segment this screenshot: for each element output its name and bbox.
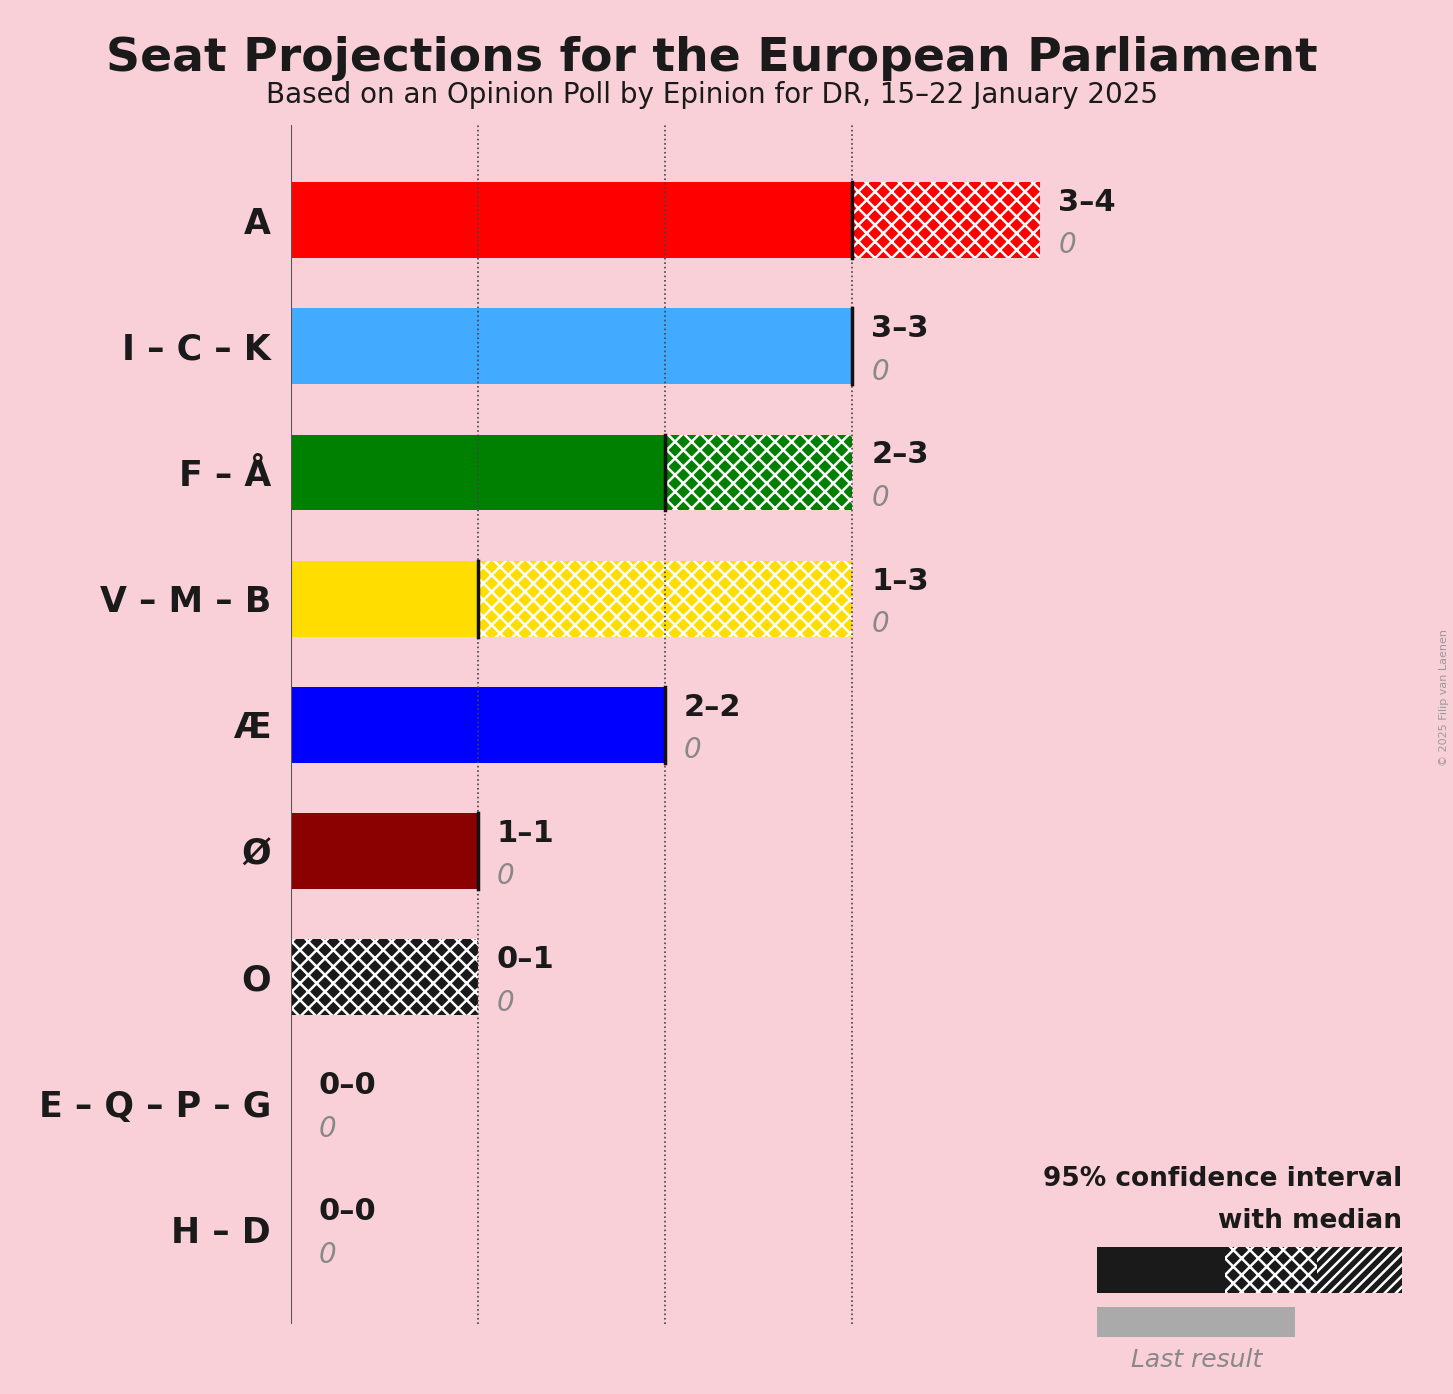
Bar <box>665 435 853 510</box>
Text: 3–3: 3–3 <box>872 314 928 343</box>
Bar <box>291 813 478 889</box>
Text: © 2025 Filip van Laenen: © 2025 Filip van Laenen <box>1438 629 1449 765</box>
Text: 0: 0 <box>497 988 514 1016</box>
Text: 0: 0 <box>318 1115 336 1143</box>
Bar <box>1097 1246 1225 1294</box>
Text: Last result: Last result <box>1130 1348 1261 1372</box>
Bar <box>291 435 665 510</box>
Text: 0–0: 0–0 <box>318 1072 376 1100</box>
Text: 1–1: 1–1 <box>497 818 555 848</box>
Bar <box>1316 1246 1402 1294</box>
Text: 0: 0 <box>872 611 889 638</box>
Text: 95% confidence interval: 95% confidence interval <box>1043 1165 1402 1192</box>
Bar <box>291 183 853 258</box>
Bar <box>853 183 1040 258</box>
Bar <box>291 308 853 385</box>
Text: 0: 0 <box>684 736 702 764</box>
Text: 0: 0 <box>872 484 889 512</box>
Bar <box>1225 1246 1316 1294</box>
Text: 2–3: 2–3 <box>872 441 928 470</box>
Bar <box>291 560 478 637</box>
Text: 2–2: 2–2 <box>684 693 741 722</box>
Bar <box>291 687 665 763</box>
Bar <box>1097 1306 1296 1337</box>
Text: 0: 0 <box>318 1241 336 1269</box>
Text: Based on an Opinion Poll by Epinion for DR, 15–22 January 2025: Based on an Opinion Poll by Epinion for … <box>266 81 1158 109</box>
Text: 0: 0 <box>1058 231 1077 259</box>
Text: 0: 0 <box>497 863 514 891</box>
Bar <box>291 940 478 1015</box>
Text: 3–4: 3–4 <box>1058 188 1116 217</box>
Text: Seat Projections for the European Parliament: Seat Projections for the European Parlia… <box>106 36 1318 81</box>
Text: 0: 0 <box>872 357 889 386</box>
Text: 1–3: 1–3 <box>872 566 928 595</box>
Bar <box>478 560 853 637</box>
Text: 0–1: 0–1 <box>497 945 555 974</box>
Text: 0–0: 0–0 <box>318 1197 376 1227</box>
Text: with median: with median <box>1218 1207 1402 1234</box>
